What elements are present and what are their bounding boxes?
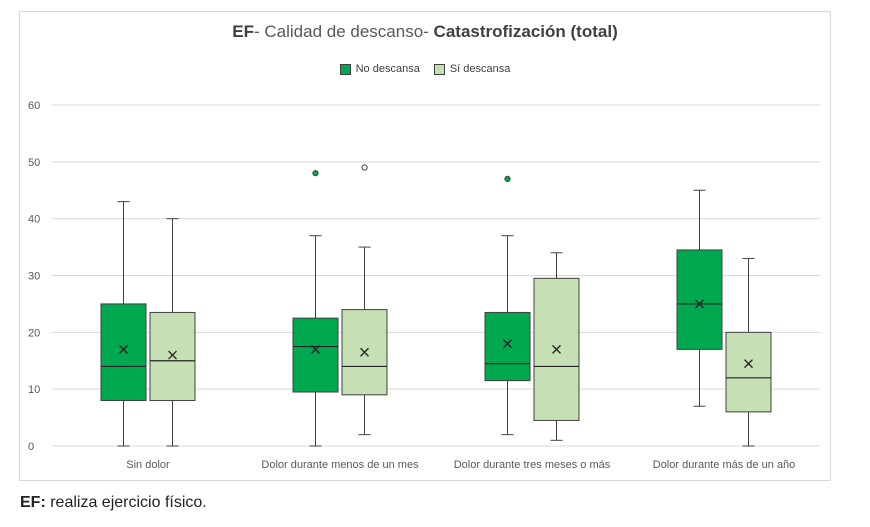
chart-frame bbox=[19, 11, 831, 481]
footnote-bold: EF: bbox=[20, 494, 46, 511]
box-s0-c1 bbox=[292, 317, 339, 393]
mean-marker-s0-c1 bbox=[311, 344, 320, 354]
outlier-s1-c1-0 bbox=[361, 164, 368, 171]
x-tick-label-0: Sin dolor bbox=[126, 459, 170, 471]
y-tick-label-0: 0 bbox=[28, 441, 34, 453]
box-s0-c3 bbox=[676, 249, 723, 350]
box-s0-c0 bbox=[100, 303, 147, 402]
outlier-s0-c1-0 bbox=[312, 170, 319, 177]
mean-marker-s0-c3 bbox=[695, 299, 704, 309]
box-s0-c2 bbox=[484, 311, 531, 382]
x-tick-label-2: Dolor durante tres meses o más bbox=[454, 459, 611, 471]
box-s1-c3 bbox=[725, 331, 772, 413]
legend-swatch-no-descansa bbox=[339, 63, 351, 75]
y-tick-label-40: 40 bbox=[28, 214, 40, 226]
chart-title-bold2: Catastrofización (total) bbox=[433, 22, 618, 41]
footnote: EF: realiza ejercicio físico. bbox=[20, 494, 207, 512]
y-tick-label-30: 30 bbox=[28, 271, 40, 283]
boxplot-chart: 0 10 20 30 40 50 60 Sin dolor Dolor durante meno… bbox=[28, 100, 820, 471]
y-tick-label-10: 10 bbox=[28, 384, 40, 396]
legend-label-no-descansa: No descansa bbox=[355, 63, 420, 75]
x-tick-label-3: Dolor durante más de un año bbox=[653, 459, 795, 471]
footnote-text: realiza ejercicio físico. bbox=[45, 494, 207, 511]
y-tick-label-50: 50 bbox=[28, 157, 40, 169]
mean-marker-s1-c2 bbox=[552, 344, 561, 354]
chart-title: EF- Calidad de descanso- Catastrofizació… bbox=[0, 22, 850, 42]
chart-title-bold: EF bbox=[232, 22, 254, 41]
legend-item-si-descansa: Sí descansa bbox=[433, 63, 511, 75]
legend-item-no-descansa: No descansa bbox=[339, 63, 420, 75]
mean-marker-s1-c1 bbox=[360, 347, 369, 357]
mean-marker-s1-c0 bbox=[168, 350, 177, 360]
box-s1-c0 bbox=[149, 311, 196, 402]
y-tick-label-60: 60 bbox=[28, 100, 40, 112]
chart-title-plain: - Calidad de descanso- bbox=[254, 22, 434, 41]
mean-marker-s0-c2 bbox=[503, 339, 512, 349]
chart-legend: No descansa Sí descansa bbox=[0, 63, 850, 75]
outlier-s0-c2-0 bbox=[504, 175, 511, 182]
mean-marker-s0-c0 bbox=[119, 344, 128, 354]
y-tick-label-20: 20 bbox=[28, 327, 40, 339]
x-tick-label-1: Dolor durante menos de un mes bbox=[261, 459, 419, 471]
legend-label-si-descansa: Sí descansa bbox=[449, 63, 511, 75]
legend-swatch-si-descansa bbox=[433, 63, 445, 75]
mean-marker-s1-c3 bbox=[744, 359, 753, 369]
